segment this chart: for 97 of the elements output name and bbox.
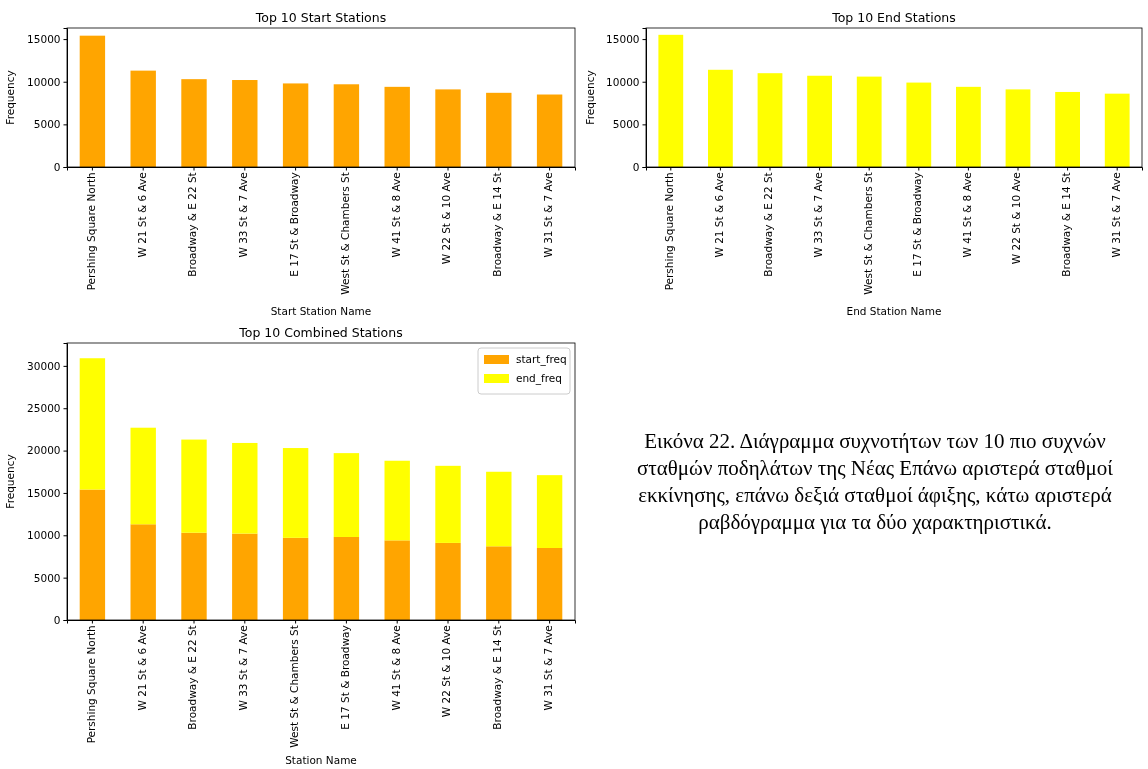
- bar: [807, 75, 832, 167]
- y-axis-title: Frequency: [4, 454, 16, 509]
- y-tick-label: 10000: [606, 75, 640, 88]
- x-tick-label: Broadway & E 22 St: [186, 172, 199, 277]
- bar: [536, 475, 563, 548]
- x-tick-label: West St & Chambers St: [287, 625, 300, 748]
- bar: [486, 92, 512, 167]
- bar: [79, 358, 106, 490]
- x-tick-label: W 41 St & 8 Ave: [389, 172, 402, 258]
- bar: [181, 532, 207, 620]
- bar: [658, 34, 684, 167]
- x-tick-label: W 22 St & 10 Ave: [440, 172, 453, 265]
- x-tick-label: W 21 St & 6 Ave: [135, 172, 148, 258]
- x-tick-label: E 17 St & Broadway: [287, 172, 300, 277]
- y-axis-title: Frequency: [584, 70, 596, 125]
- bar: [79, 489, 106, 620]
- x-tick-label: W 21 St & 6 Ave: [135, 625, 148, 711]
- x-tick-label: E 17 St & Broadway: [338, 625, 351, 730]
- bar: [130, 524, 156, 620]
- chart-title: Top 10 Combined Stations: [238, 325, 403, 340]
- bar: [333, 536, 360, 620]
- y-tick-label: 15000: [27, 32, 61, 45]
- y-tick-label: 0: [632, 160, 640, 173]
- y-tick-label: 5000: [33, 118, 61, 131]
- chart-title: Top 10 Start Stations: [254, 10, 387, 25]
- bar: [130, 427, 156, 525]
- legend-label: end_freq: [516, 372, 562, 385]
- bar: [181, 439, 207, 533]
- bar: [384, 86, 410, 167]
- text: Εικόνα 22. Διάγραμμα συχνοτήτων των 10 πιο συχνών σταθμών ποδηλάτων της Νέας Επάνω αριστερά σταθμοί εκκίνησης, επάνω δεξιά σταθμοί άφιξης, κάτω αριστερά ραβδόγραμμα για τα δύο χαρακτηριστικά.: [636, 428, 1114, 536]
- bar: [1005, 89, 1031, 167]
- x-tick-label: Broadway & E 14 St: [491, 172, 504, 277]
- bar: [232, 442, 258, 534]
- chart-title: Top 10 End Stations: [831, 10, 956, 25]
- bar: [79, 35, 106, 167]
- x-tick-label: Pershing Square North: [84, 172, 97, 291]
- bar: [757, 73, 783, 167]
- y-tick-label: 25000: [27, 402, 61, 415]
- y-tick-label: 15000: [606, 32, 640, 45]
- x-tick-label: West St & Chambers St: [338, 172, 351, 295]
- y-tick-label: 0: [53, 613, 61, 626]
- x-tick-label: Broadway & E 22 St: [762, 172, 775, 277]
- bar: [181, 79, 207, 167]
- y-tick-label: 5000: [33, 571, 61, 584]
- bar: [1104, 93, 1130, 167]
- bar: [435, 465, 461, 543]
- bar: [435, 89, 461, 167]
- x-tick-label: W 31 St & 7 Ave: [541, 172, 554, 258]
- y-tick-label: 0: [53, 160, 61, 173]
- x-tick-label: Broadway & E 14 St: [1059, 172, 1072, 277]
- x-tick-label: W 21 St & 6 Ave: [712, 172, 725, 258]
- bar: [1055, 91, 1080, 167]
- x-tick-label: Pershing Square North: [663, 172, 676, 291]
- y-tick-label: 10000: [27, 529, 61, 542]
- x-tick-label: Pershing Square North: [84, 625, 97, 744]
- bar: [384, 460, 410, 541]
- x-tick-label: W 22 St & 10 Ave: [1010, 172, 1023, 265]
- x-tick-label: W 33 St & 7 Ave: [237, 625, 250, 711]
- bar: [282, 448, 309, 538]
- bar: [282, 83, 309, 167]
- bar: [708, 69, 733, 167]
- bar: [232, 80, 258, 167]
- bar: [486, 471, 512, 547]
- bar: [232, 533, 258, 620]
- bar: [956, 86, 981, 167]
- legend-label: start_freq: [516, 353, 567, 366]
- bar: [856, 76, 882, 167]
- y-axis-title: Frequency: [4, 70, 16, 125]
- y-tick-label: 5000: [612, 118, 640, 131]
- x-tick-label: W 31 St & 7 Ave: [541, 625, 554, 711]
- x-tick-label: West St & Chambers St: [861, 172, 874, 295]
- y-tick-label: 15000: [27, 486, 61, 499]
- x-tick-label: W 22 St & 10 Ave: [440, 625, 453, 718]
- x-tick-label: W 33 St & 7 Ave: [811, 172, 824, 258]
- x-tick-label: W 33 St & 7 Ave: [237, 172, 250, 258]
- bar: [435, 542, 461, 620]
- x-tick-label: W 41 St & 8 Ave: [960, 172, 973, 258]
- bar: [536, 94, 563, 167]
- x-tick-label: E 17 St & Broadway: [911, 172, 924, 277]
- bar: [333, 453, 360, 537]
- bar: [333, 84, 360, 167]
- x-axis-title: End Station Name: [846, 305, 942, 317]
- x-tick-label: W 41 St & 8 Ave: [389, 625, 402, 711]
- x-tick-label: Broadway & E 14 St: [491, 625, 504, 730]
- bar: [486, 546, 512, 620]
- x-tick-label: Broadway & E 22 St: [186, 625, 199, 730]
- y-tick-label: 20000: [27, 444, 61, 457]
- y-tick-label: 30000: [27, 359, 61, 372]
- bar: [906, 82, 932, 167]
- bar: [536, 548, 563, 620]
- bar: [130, 70, 156, 167]
- x-tick-label: W 31 St & 7 Ave: [1109, 172, 1122, 258]
- x-axis-title: Start Station Name: [270, 305, 372, 317]
- bar: [282, 537, 309, 620]
- bar: [384, 540, 410, 620]
- x-axis-title: Station Name: [285, 754, 357, 766]
- y-tick-label: 10000: [27, 75, 61, 88]
